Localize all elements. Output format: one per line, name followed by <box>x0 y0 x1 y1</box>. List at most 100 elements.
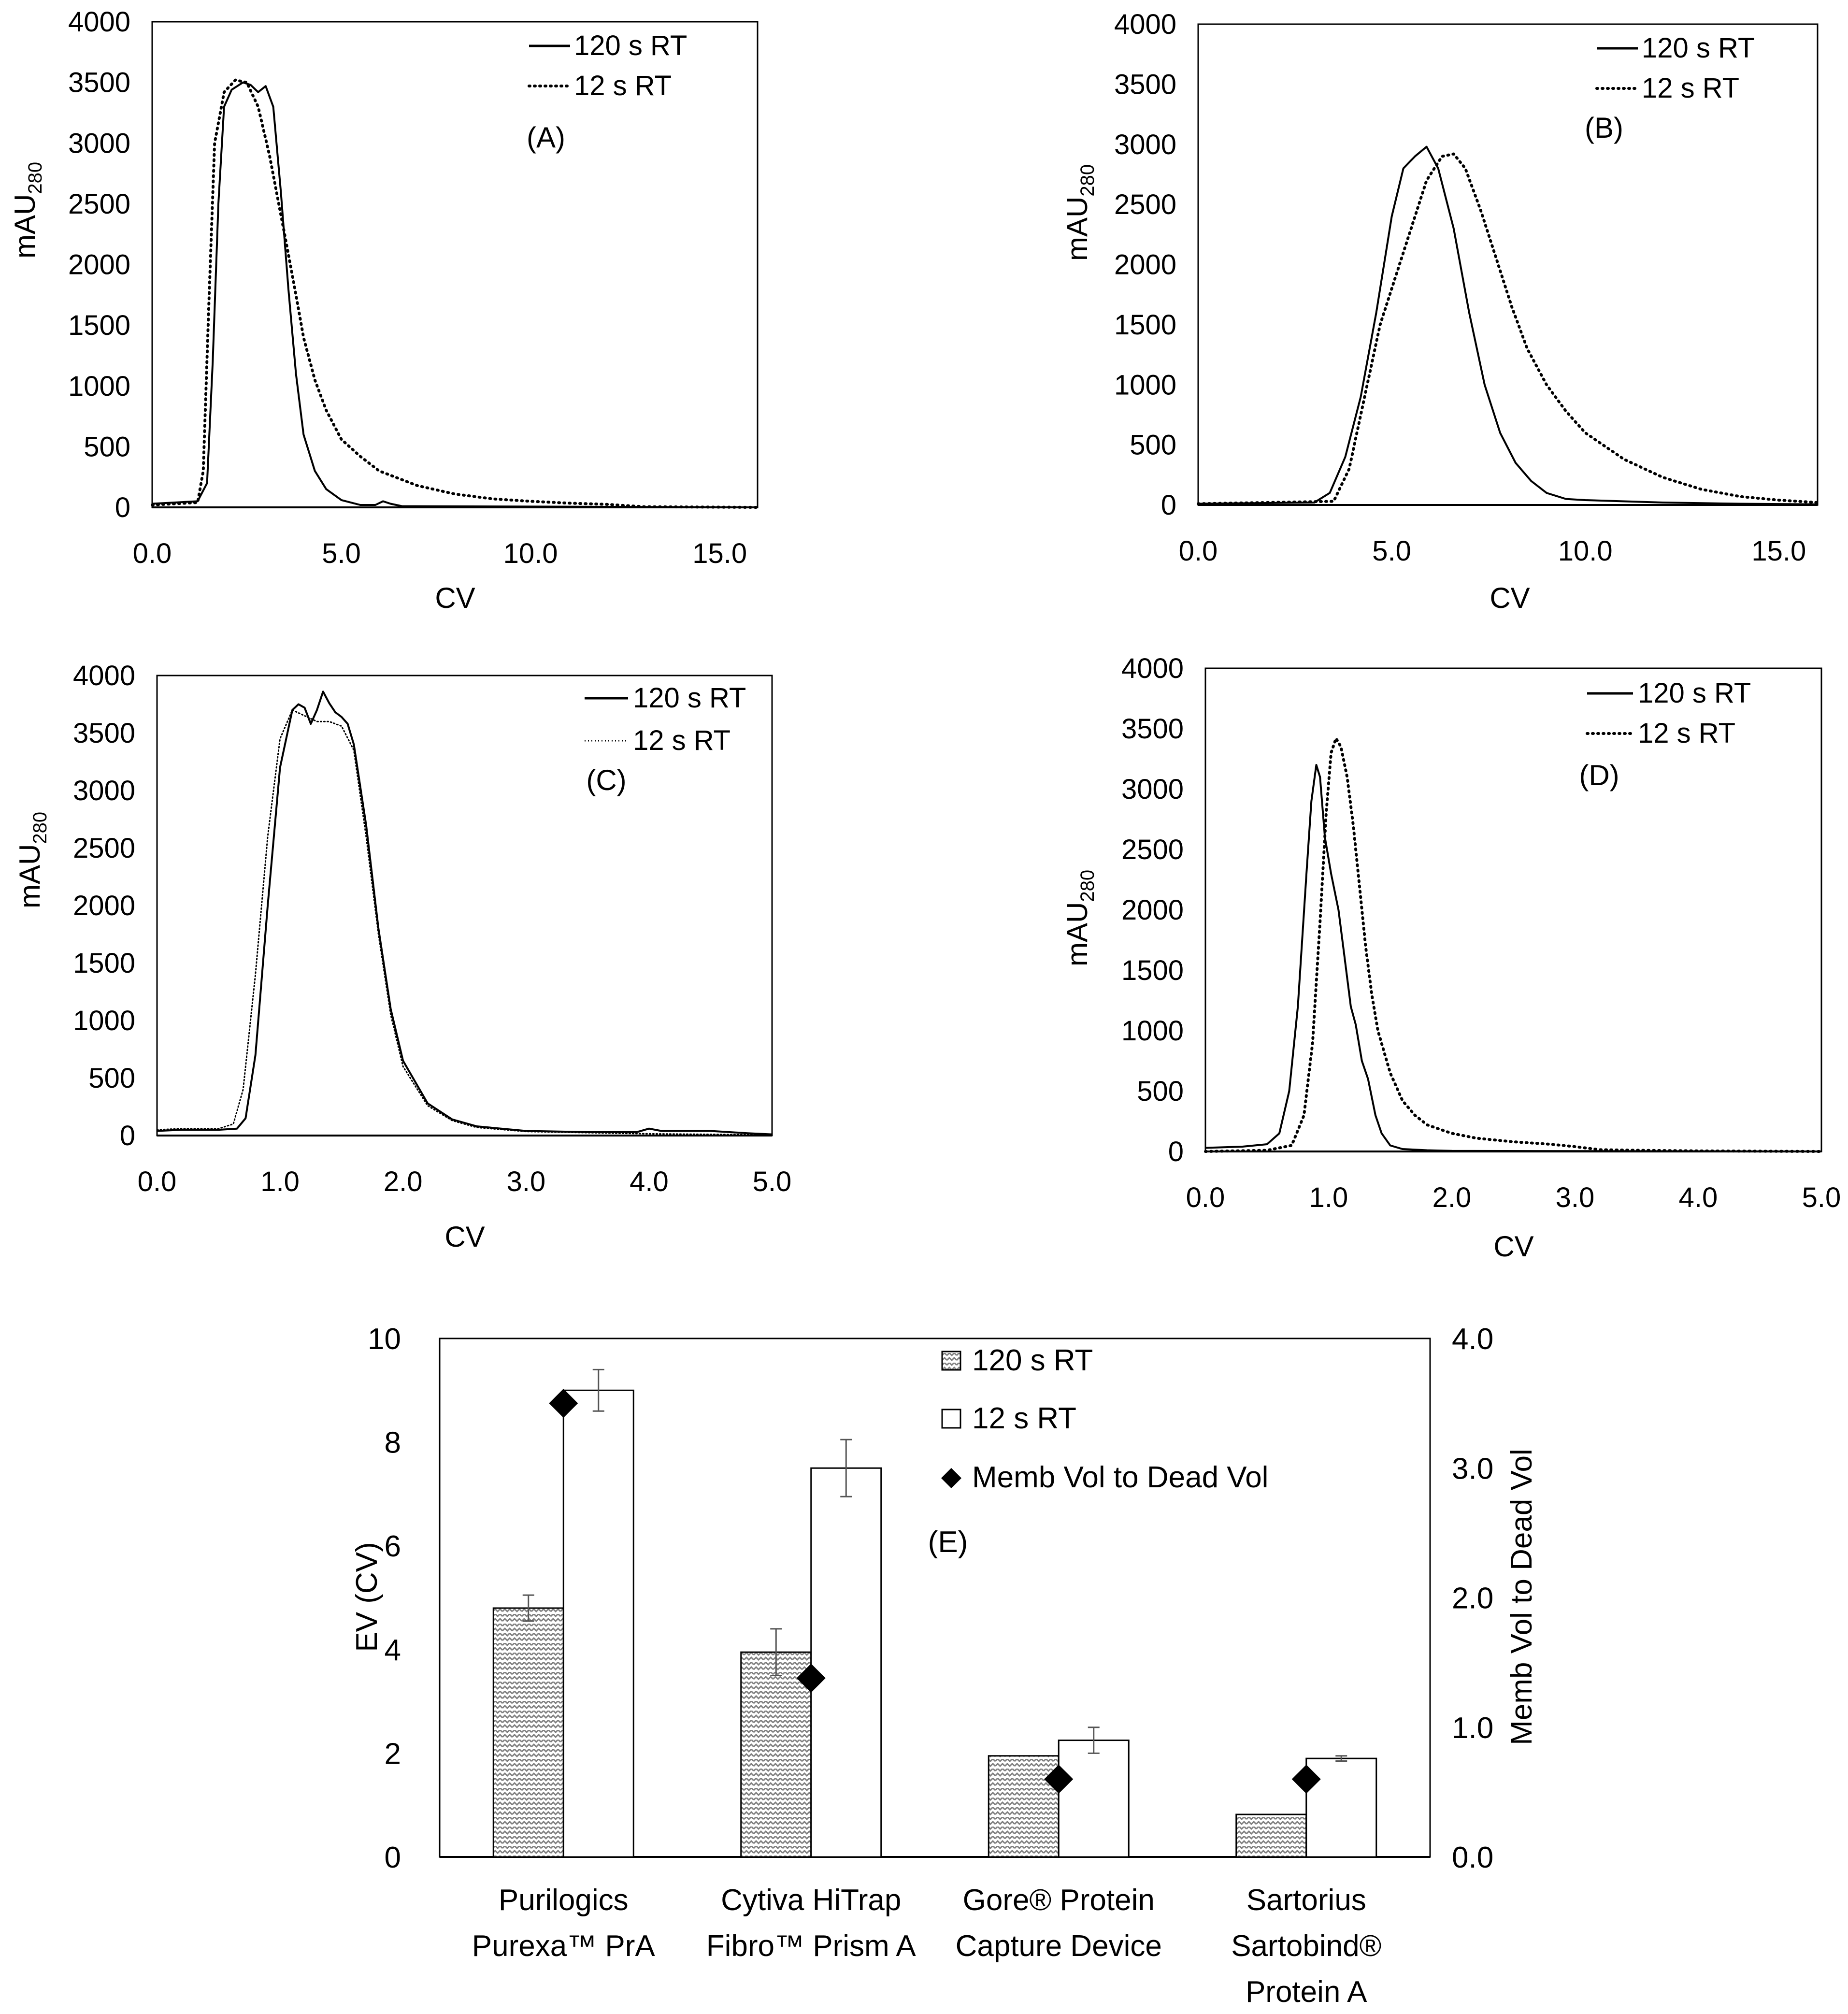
series-line-c-12s <box>156 709 773 1136</box>
y-axis-label-sub-d: 280 <box>1077 870 1098 902</box>
y-tick-label-c-0: 0 <box>120 1120 135 1151</box>
y2-tick-label-e-0: 0.0 <box>1452 1841 1493 1874</box>
x-tick-label-b-3: 15.0 <box>1751 535 1806 567</box>
legend-label-e-120: 120 s RT <box>972 1344 1093 1377</box>
legend-label-c-12: 12 s RT <box>633 725 731 756</box>
category-label-1-0: Cytiva HiTrap <box>721 1884 901 1917</box>
y2-tick-label-e-4: 4.0 <box>1452 1323 1493 1356</box>
bar-group-1 <box>740 1439 882 1858</box>
y-tick-label-b-1: 500 <box>1130 430 1176 461</box>
series-line-a-12s <box>151 78 759 509</box>
series-line-c-120s <box>157 691 773 1136</box>
bar-12s-3 <box>1305 1757 1377 1858</box>
series-line-a-120s <box>152 81 758 508</box>
chart-panel-b: (B) mAU280 CV 120 s RT 12 s RT <box>1061 32 1755 614</box>
y-tick-label-b-3: 1500 <box>1114 309 1176 341</box>
y-tick-label-e-0: 0 <box>385 1841 401 1874</box>
series-line-d-12s <box>1204 737 1823 1153</box>
y-tick-label-a-7: 3500 <box>68 67 130 99</box>
x-tick-label-d-3: 3.0 <box>1556 1182 1595 1213</box>
legend-d: 120 s RT 12 s RT <box>1586 677 1751 749</box>
y-tick-label-d-4: 2000 <box>1121 894 1184 926</box>
svg-text:mAU280: mAU280 <box>9 162 46 259</box>
marker-diamond-1 <box>796 1663 826 1693</box>
legend-label-a-12: 12 s RT <box>574 70 672 101</box>
y-tick-label-a-4: 2000 <box>68 249 130 281</box>
y-tick-label-b-8: 4000 <box>1114 9 1176 40</box>
bar-group-0 <box>492 1368 634 1858</box>
y-tick-label-d-3: 1500 <box>1121 955 1184 986</box>
marker-diamond-2 <box>1044 1765 1074 1794</box>
y-axis-label-d: mAU280 <box>1061 870 1098 966</box>
x-tick-label-d-5: 5.0 <box>1802 1182 1841 1213</box>
y-tick-label-c-3: 1500 <box>73 948 135 979</box>
y2-tick-label-e-2: 2.0 <box>1452 1582 1493 1615</box>
y-axis-label-sub-c: 280 <box>29 812 51 844</box>
x-tick-label-a-2: 10.0 <box>503 538 558 569</box>
plot-area-a: 0 500 1000 1500 2000 2500 3000 3500 4000 0.0 5.0 10… <box>68 6 759 569</box>
bar-12s-1 <box>810 1467 882 1858</box>
x-tick-label-c-0: 0.0 <box>138 1166 177 1197</box>
chart-panel-e: (E) EV (CV) Memb Vol to Dead Vol 120 s R… <box>350 1344 1538 1745</box>
category-label-0-0: Purilogics <box>499 1884 629 1917</box>
chart-panel-c: (C) mAU280 CV 120 s RT 12 s RT <box>14 682 746 1253</box>
category-label-3-1: Sartobind® <box>1231 1929 1381 1963</box>
y-tick-label-c-5: 2500 <box>73 833 135 864</box>
y-tick-label-c-4: 2000 <box>73 890 135 921</box>
legend-label-e-ratio: Memb Vol to Dead Vol <box>972 1461 1268 1494</box>
legend-label-e-12: 12 s RT <box>972 1402 1076 1435</box>
x-tick-label-d-2: 2.0 <box>1433 1182 1472 1213</box>
panel-label-d: (D) <box>1579 759 1619 791</box>
x-tick-label-d-0: 0.0 <box>1186 1182 1225 1213</box>
bar-120s-1 <box>740 1651 812 1858</box>
plot-area-d: 0 500 1000 1500 2000 2500 3000 3500 4000 0.0 1.0 2.… <box>1121 653 1841 1213</box>
y-axis-label-main-a: mAU <box>9 194 41 259</box>
y-tick-label-e-3: 6 <box>385 1530 401 1563</box>
x-tick-label-d-4: 4.0 <box>1679 1182 1718 1213</box>
y-tick-label-d-1: 500 <box>1137 1076 1184 1107</box>
bar-12s-2 <box>1058 1740 1130 1858</box>
marker-diamond-0 <box>549 1389 578 1418</box>
bar-120s-3 <box>1235 1813 1307 1858</box>
x-axis-label-a: CV <box>435 582 475 614</box>
y-tick-label-e-5: 10 <box>368 1323 401 1356</box>
legend-label-c-120: 120 s RT <box>633 682 746 714</box>
y-tick-label-d-6: 3000 <box>1121 774 1184 805</box>
y-tick-label-b-0: 0 <box>1161 489 1176 521</box>
legend-label-a-120: 120 s RT <box>574 30 687 61</box>
bar-group-2 <box>988 1726 1130 1858</box>
y-tick-label-d-2: 1000 <box>1121 1015 1184 1047</box>
y-tick-label-b-5: 2500 <box>1114 189 1176 220</box>
y-tick-label-a-6: 3000 <box>68 128 130 159</box>
y-tick-label-c-2: 1000 <box>73 1005 135 1036</box>
y-tick-label-a-5: 2500 <box>68 188 130 220</box>
legend-c: 120 s RT 12 s RT <box>585 682 746 756</box>
y-tick-label-a-3: 1500 <box>68 310 130 341</box>
y-tick-label-a-8: 4000 <box>68 6 130 38</box>
x-tick-label-c-1: 1.0 <box>260 1166 300 1197</box>
legend-label-d-120: 120 s RT <box>1638 677 1751 709</box>
series-line-d-120s <box>1205 764 1822 1152</box>
x-tick-label-d-1: 1.0 <box>1309 1182 1348 1213</box>
y-axis-label-main-b: mAU <box>1061 197 1093 261</box>
y-axis-label-main-d: mAU <box>1061 902 1093 966</box>
y-axis-label-main-c: mAU <box>14 844 46 908</box>
x-tick-label-c-5: 5.0 <box>753 1166 792 1197</box>
bar-120s-2 <box>988 1755 1060 1858</box>
y-tick-label-d-5: 2500 <box>1121 834 1184 865</box>
legend-swatch-e-ratio <box>941 1468 961 1488</box>
x-axis-label-b: CV <box>1490 582 1530 614</box>
y-axis-label-e: EV (CV) <box>350 1542 384 1652</box>
y-tick-label-c-6: 3000 <box>73 775 135 806</box>
legend-swatch-e-120 <box>941 1351 961 1371</box>
category-label-3-2: Protein A <box>1246 1975 1367 2009</box>
panel-label-c: (C) <box>586 764 626 796</box>
panel-label-e: (E) <box>928 1525 968 1559</box>
x-tick-label-a-0: 0.0 <box>133 538 172 569</box>
y-axis-label-a: mAU280 <box>9 162 46 259</box>
panel-label-a: (A) <box>527 121 565 154</box>
y-axis-label-b: mAU280 <box>1061 164 1098 261</box>
bar-group-3 <box>1235 1755 1377 1858</box>
legend-label-d-12: 12 s RT <box>1638 718 1735 749</box>
svg-text:mAU280: mAU280 <box>14 812 51 908</box>
